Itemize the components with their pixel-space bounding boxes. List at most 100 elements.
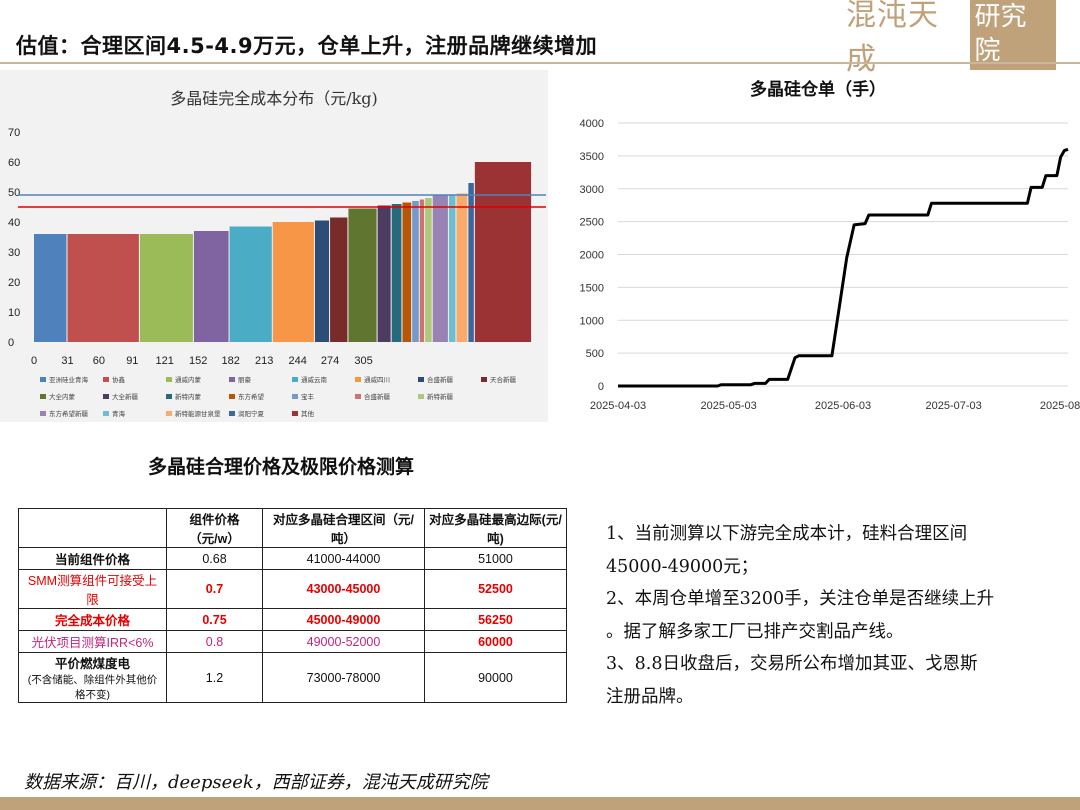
cost-chart-svg: 多晶硅完全成本分布（元/kg) 0 10 20 30 40 50 60 70 0 31 60 91 121… <box>8 89 546 418</box>
y-tick-label: 0 <box>598 381 604 393</box>
legend-swatch <box>418 394 424 399</box>
row-max: 90000 <box>424 652 567 703</box>
legend-label: 青海 <box>112 409 126 418</box>
cost-bar <box>314 220 330 342</box>
y-tick-label: 0 <box>8 337 14 349</box>
warrant-chart: 多晶硅仓单（手） 0 500 1000 1500 2000 2500 3000 3500 4000… <box>560 72 1080 422</box>
chart-title: 多晶硅仓单（手） <box>750 79 886 100</box>
y-tick-label: 60 <box>8 157 20 169</box>
legend-swatch <box>40 394 46 399</box>
table-header-cell: 对应多晶硅最高边际(元/吨) <box>424 508 567 548</box>
legend-label: 宝丰 <box>301 392 315 401</box>
legend-swatch <box>103 411 109 416</box>
legend-label: 亚洲硅业青海 <box>49 375 89 384</box>
row-max: 52500 <box>424 569 567 609</box>
legend-swatch <box>229 377 235 382</box>
x-tick-label: 91 <box>126 355 138 367</box>
x-tick-label: 31 <box>61 355 73 367</box>
legend-label: 天合新疆 <box>490 375 517 384</box>
row-price: 0.68 <box>166 547 263 570</box>
table-row: 当前组件价格 0.68 41000-44000 51000 <box>18 547 567 570</box>
row-max: 51000 <box>424 547 567 570</box>
cost-bar <box>432 195 448 342</box>
cost-bar <box>272 222 314 342</box>
header-divider <box>0 62 1080 64</box>
legend-swatch <box>103 377 109 382</box>
x-tick-label: 2025-08-03 <box>1040 400 1080 412</box>
notes: 1、当前测算以下游完全成本计，硅料合理区间 45000-49000元； 2、本周… <box>606 518 1066 713</box>
y-tick-label: 10 <box>8 307 20 319</box>
note-line: 。据了解多家工厂已排产交割品产线。 <box>606 621 904 642</box>
y-tick-label: 30 <box>8 247 20 259</box>
legend-swatch <box>166 411 172 416</box>
row-label: SMM测算组件可接受上限 <box>18 569 167 609</box>
y-tick-label: 1500 <box>580 282 604 294</box>
row-label: 当前组件价格 <box>18 547 167 570</box>
legend-label: 丽豪 <box>238 375 252 384</box>
table-title: 多晶硅合理价格及极限价格测算 <box>148 456 415 478</box>
legend-label: 大全新疆 <box>112 392 139 401</box>
table-header-cell: 组件价格（元/w） <box>166 508 263 548</box>
cost-bar <box>391 204 402 342</box>
footer-bar <box>0 797 1080 810</box>
legend-label: 东方希望 <box>238 392 265 401</box>
row-max: 56250 <box>424 608 567 631</box>
legend-swatch <box>40 411 46 416</box>
legend-label: 合盛新疆 <box>364 392 391 401</box>
row-label: 完全成本价格 <box>18 608 167 631</box>
note-line: 1、当前测算以下游完全成本计，硅料合理区间 <box>606 524 968 544</box>
x-tick-label: 213 <box>255 355 273 367</box>
x-tick-label: 182 <box>221 355 239 367</box>
table-row: 光伏项目测算IRR<6% 0.8 49000-52000 60000 <box>18 630 567 653</box>
legend-label: 新特能源甘泉堡 <box>175 409 221 418</box>
y-tick-label: 3500 <box>580 151 604 163</box>
legend-swatch <box>292 411 298 416</box>
price-table: 组件价格（元/w） 对应多晶硅合理区间（元/吨） 对应多晶硅最高边际(元/吨) … <box>18 508 567 703</box>
legend-swatch <box>103 394 109 399</box>
y-tick-label: 500 <box>586 348 604 360</box>
x-tick-label: 152 <box>189 355 207 367</box>
legend-label: 东方希望新疆 <box>49 409 89 418</box>
row-max: 60000 <box>424 630 567 653</box>
legend-label: 其他 <box>301 409 315 418</box>
row-range: 43000-45000 <box>262 569 425 609</box>
cost-distribution-chart: 多晶硅完全成本分布（元/kg) 0 10 20 30 40 50 60 70 0 31 60 91 121… <box>0 70 548 422</box>
note-line: 45000-49000元； <box>606 556 759 577</box>
table-row: SMM测算组件可接受上限 0.7 43000-45000 52500 <box>18 569 567 609</box>
x-tick-label: 0 <box>31 355 37 367</box>
y-tick-label: 2000 <box>580 250 604 262</box>
cost-bar <box>348 208 377 342</box>
x-tick-label: 2025-07-03 <box>926 400 982 412</box>
row-label-cell: 平价燃煤度电 (不含储能、除组件外其他价格不变) <box>18 652 167 703</box>
legend-label: 通威内蒙 <box>175 375 202 384</box>
y-tick-label: 3000 <box>580 184 604 196</box>
note-line: 注册品牌。 <box>606 686 694 707</box>
cost-bar <box>419 199 425 342</box>
legend-label: 新特内蒙 <box>175 392 202 401</box>
note-line: 2、本周仓单增至3200手，关注仓单是否继续上升 <box>606 589 995 609</box>
legend-label: 大全内蒙 <box>49 392 76 401</box>
row-range: 41000-44000 <box>262 547 425 570</box>
x-tick-label: 274 <box>321 355 339 367</box>
row-label: 光伏项目测算IRR<6% <box>18 630 167 653</box>
logo-box-text: 研究院 <box>969 0 1056 70</box>
legend-swatch <box>355 377 361 382</box>
legend-swatch <box>166 377 172 382</box>
chart-title: 多晶硅完全成本分布（元/kg) <box>170 89 378 108</box>
table-header-cell: 对应多晶硅合理区间（元/吨） <box>262 508 425 548</box>
y-tick-label: 2500 <box>580 217 604 229</box>
cost-bar <box>330 217 348 342</box>
y-tick-label: 4000 <box>580 118 604 130</box>
cost-bar <box>412 201 419 342</box>
legend-swatch <box>229 394 235 399</box>
legend-swatch <box>229 411 235 416</box>
cost-bar <box>474 162 532 342</box>
legend-label: 合盛新疆 <box>427 375 454 384</box>
cost-bar <box>468 183 474 342</box>
row-range: 45000-49000 <box>262 608 425 631</box>
y-tick-label: 40 <box>8 217 20 229</box>
table-header-cell <box>18 508 167 548</box>
x-tick-label: 121 <box>156 355 174 367</box>
table-row: 平价燃煤度电 (不含储能、除组件外其他价格不变) 1.2 73000-78000… <box>18 652 567 703</box>
cost-bar <box>402 202 412 342</box>
